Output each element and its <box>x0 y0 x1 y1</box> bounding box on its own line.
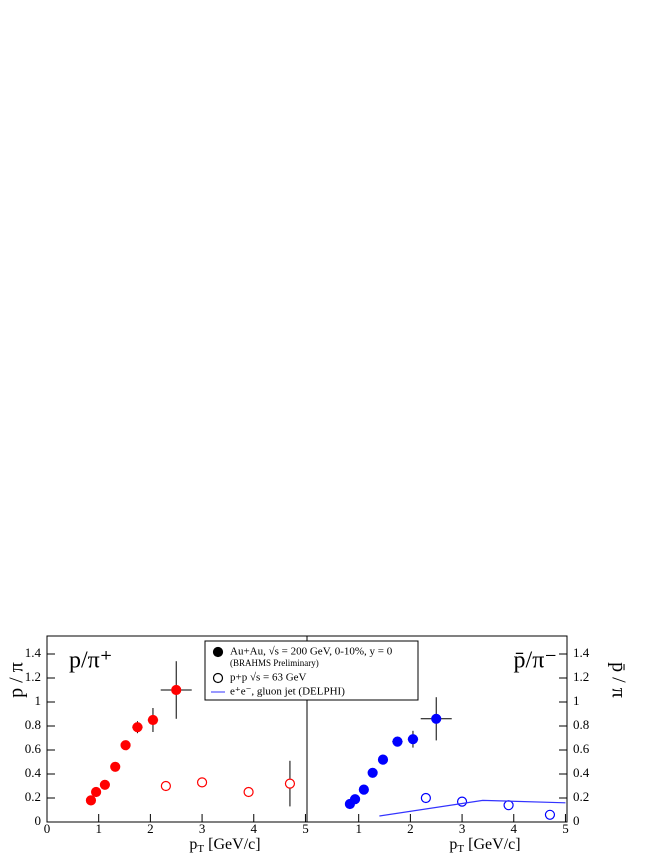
y-tick-label: 1.2 <box>573 669 589 684</box>
data-point <box>544 809 556 820</box>
x-label-sub: T <box>197 843 204 855</box>
x-label-main: p <box>189 836 197 853</box>
x-tick-label: 0 <box>44 821 51 836</box>
data-point <box>284 778 296 789</box>
data-point <box>358 784 369 795</box>
y-tick-label: 0 <box>35 813 42 828</box>
y-tick-label: 1.2 <box>25 669 41 684</box>
x-tick-label: 5 <box>562 821 569 836</box>
line-series <box>379 799 566 817</box>
y-tick-label: 0.8 <box>25 717 41 732</box>
x-tick-label: 5 <box>302 821 309 836</box>
data-point <box>160 780 171 792</box>
data-point <box>367 767 378 778</box>
data-point <box>99 779 110 790</box>
x-tick-label: 2 <box>147 821 154 836</box>
data-point <box>196 777 208 788</box>
x-axis-label: pT [GeV/c] <box>449 836 520 855</box>
data-point <box>503 800 514 811</box>
y-tick-label: 0.4 <box>573 765 590 780</box>
x-tick-label: 3 <box>459 821 466 836</box>
data-point <box>243 786 254 798</box>
y-axis-label: p / π <box>6 662 28 698</box>
legend-label: Au+Au, √s = 200 GeV, 0-10%, y = 0 <box>230 646 393 658</box>
y-tick-label: 0 <box>573 813 580 828</box>
x-tick-label: 4 <box>511 821 518 836</box>
legend-marker <box>212 646 224 658</box>
legend-label: e⁺e⁻, gluon jet (DELPHI) <box>230 686 345 698</box>
x-tick-label: 1 <box>355 821 362 836</box>
data-point <box>349 794 361 805</box>
x-axis-label: pT [GeV/c] <box>189 836 260 855</box>
y-tick-label: 0.2 <box>25 789 41 804</box>
y-tick-label: 0.2 <box>573 789 589 804</box>
data-point <box>132 722 143 733</box>
data-point <box>147 714 159 726</box>
y-tick-label: 0.8 <box>573 717 589 732</box>
data-point <box>91 786 102 798</box>
x-tick-label: 1 <box>95 821 102 836</box>
data-point <box>431 713 442 724</box>
data-point <box>171 684 182 696</box>
x-tick-label: 2 <box>407 821 414 836</box>
plot-frame <box>306 635 568 823</box>
y-tick-label: 1.4 <box>573 645 590 660</box>
x-label-main: p <box>449 836 457 853</box>
y-tick-label: 1 <box>573 693 580 708</box>
legend-label: p+p √s = 63 GeV <box>230 672 307 684</box>
data-point <box>377 754 389 765</box>
x-label-sub: T <box>457 843 464 855</box>
x-tick-label: 3 <box>199 821 206 836</box>
data-point <box>120 740 131 751</box>
data-point <box>407 734 419 745</box>
data-point <box>110 761 121 772</box>
panel-title: p̄/π⁻ <box>514 648 557 674</box>
data-point <box>420 792 431 804</box>
y-axis-label: p̄ / π <box>607 662 629 698</box>
y-tick-label: 0.6 <box>25 741 42 756</box>
legend-box <box>204 640 419 701</box>
x-label-rest: [GeV/c] <box>464 836 520 853</box>
data-point <box>85 795 97 806</box>
annotation: (BRAHMS Preliminary) <box>230 658 319 668</box>
y-tick-label: 0.4 <box>25 765 42 780</box>
y-tick-label: 1.4 <box>25 645 42 660</box>
x-tick-label: 4 <box>251 821 258 836</box>
y-tick-label: 0.6 <box>573 741 590 756</box>
legend-marker <box>212 672 224 684</box>
data-point <box>456 796 468 807</box>
panel-title: p/π⁺ <box>69 648 112 674</box>
y-tick-label: 1 <box>35 693 42 708</box>
x-label-rest: [GeV/c] <box>204 836 260 853</box>
data-point <box>392 736 403 747</box>
